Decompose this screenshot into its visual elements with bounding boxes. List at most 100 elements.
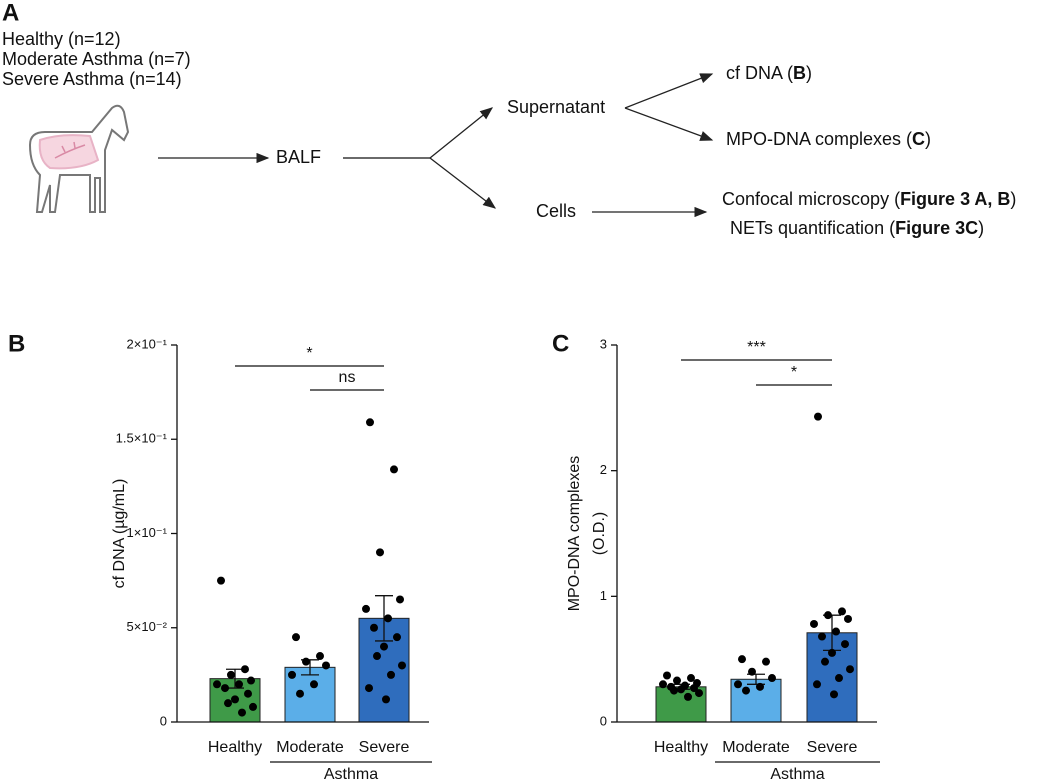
data-point bbox=[235, 680, 243, 689]
data-point bbox=[249, 702, 257, 711]
data-point bbox=[835, 674, 843, 683]
y-tick-label: 3 bbox=[600, 336, 607, 351]
data-point bbox=[695, 689, 703, 698]
y-tick-label: 2×10⁻¹ bbox=[127, 336, 168, 351]
y-tick-label: 1×10⁻¹ bbox=[127, 525, 168, 540]
arrow bbox=[624, 107, 714, 141]
data-point bbox=[684, 692, 692, 701]
data-point bbox=[748, 667, 756, 676]
data-point bbox=[373, 652, 381, 661]
data-point bbox=[310, 680, 318, 689]
data-point bbox=[818, 632, 826, 641]
data-point bbox=[384, 614, 392, 623]
y-tick-label: 5×10⁻² bbox=[127, 619, 168, 634]
data-point bbox=[742, 686, 750, 695]
data-point bbox=[830, 690, 838, 699]
data-point bbox=[316, 652, 324, 661]
data-point bbox=[734, 680, 742, 689]
data-point bbox=[762, 657, 770, 666]
panel-letter: B bbox=[8, 330, 25, 357]
data-point bbox=[296, 689, 304, 698]
x-tick-label: Severe bbox=[359, 739, 410, 756]
data-point bbox=[738, 655, 746, 664]
group-label: Healthy (n=12) bbox=[2, 29, 121, 49]
significance-label: * bbox=[306, 345, 312, 362]
significance-label: *** bbox=[747, 339, 766, 356]
arrow bbox=[429, 107, 494, 159]
y-tick-label: 2 bbox=[600, 462, 607, 477]
data-point bbox=[670, 686, 678, 695]
data-point bbox=[244, 689, 252, 698]
data-point bbox=[659, 680, 667, 689]
data-point bbox=[846, 665, 854, 674]
data-point bbox=[390, 465, 398, 474]
data-point bbox=[844, 614, 852, 623]
y-tick-label: 0 bbox=[600, 713, 607, 728]
data-point bbox=[814, 412, 822, 421]
data-point bbox=[841, 640, 849, 649]
panel-letter: C bbox=[552, 330, 569, 357]
data-point bbox=[380, 642, 388, 651]
data-point bbox=[813, 680, 821, 689]
output-label: NETs quantification (Figure 3C) bbox=[730, 218, 984, 238]
output-label: MPO-DNA complexes (C) bbox=[726, 129, 931, 149]
data-point bbox=[756, 682, 764, 691]
data-point bbox=[824, 611, 832, 620]
group-label: Severe Asthma (n=14) bbox=[2, 69, 182, 89]
data-point bbox=[677, 685, 685, 694]
data-point bbox=[302, 657, 310, 666]
data-point bbox=[382, 695, 390, 704]
y-tick-label: 0 bbox=[160, 713, 167, 728]
data-point bbox=[396, 595, 404, 604]
significance-label: ns bbox=[339, 369, 356, 386]
x-tick-label: Healthy bbox=[208, 739, 262, 756]
group-label: Asthma bbox=[770, 766, 824, 781]
data-point bbox=[362, 604, 370, 613]
data-point bbox=[247, 676, 255, 685]
y-axis-label: (O.D.) bbox=[591, 512, 608, 556]
y-tick-label: 1 bbox=[600, 588, 607, 603]
data-point bbox=[398, 661, 406, 670]
x-tick-label: Severe bbox=[807, 739, 858, 756]
supernatant-label: Supernatant bbox=[507, 97, 605, 117]
data-point bbox=[810, 619, 818, 628]
data-point bbox=[322, 661, 330, 670]
data-point bbox=[768, 674, 776, 683]
group-label: Moderate Asthma (n=7) bbox=[2, 49, 191, 69]
data-point bbox=[292, 633, 300, 642]
arrow bbox=[429, 157, 497, 209]
sample-label: BALF bbox=[276, 147, 321, 167]
data-point bbox=[821, 657, 829, 666]
y-axis-label: MPO-DNA complexes bbox=[566, 456, 583, 612]
data-point bbox=[663, 671, 671, 680]
output-label: cf DNA (B) bbox=[726, 63, 812, 83]
horse-icon bbox=[28, 104, 130, 213]
data-point bbox=[221, 684, 229, 693]
data-point bbox=[370, 623, 378, 632]
data-point bbox=[393, 633, 401, 642]
output-label: Confocal microscopy (Figure 3 A, B) bbox=[722, 189, 1016, 209]
data-point bbox=[227, 670, 235, 679]
significance-label: * bbox=[791, 364, 797, 381]
data-point bbox=[213, 680, 221, 689]
data-point bbox=[241, 665, 249, 674]
data-point bbox=[687, 674, 695, 683]
data-point bbox=[387, 670, 395, 679]
group-label: Asthma bbox=[324, 766, 378, 781]
x-tick-label: Moderate bbox=[722, 739, 790, 756]
data-point bbox=[690, 684, 698, 693]
cells-label: Cells bbox=[536, 201, 576, 221]
y-axis-label: cf DNA (µg/mL) bbox=[111, 479, 128, 589]
x-tick-label: Healthy bbox=[654, 739, 708, 756]
data-point bbox=[288, 670, 296, 679]
panel-letter: A bbox=[2, 0, 19, 26]
data-point bbox=[238, 708, 246, 717]
arrow bbox=[624, 73, 714, 109]
data-point bbox=[224, 699, 232, 708]
data-point bbox=[828, 648, 836, 657]
x-tick-label: Moderate bbox=[276, 739, 344, 756]
data-point bbox=[217, 576, 225, 585]
y-tick-label: 1.5×10⁻¹ bbox=[116, 431, 168, 446]
data-point bbox=[673, 676, 681, 685]
